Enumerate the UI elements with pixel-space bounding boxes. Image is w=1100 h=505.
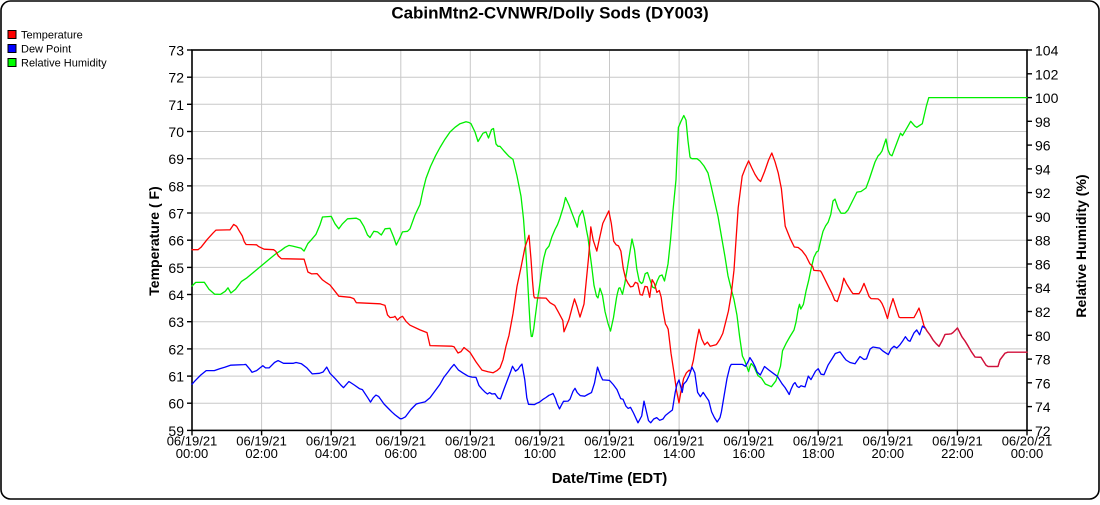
- svg-text:10:00: 10:00: [524, 446, 557, 461]
- svg-text:06/19/21: 06/19/21: [584, 434, 635, 449]
- svg-text:72: 72: [168, 70, 184, 86]
- svg-text:Date/Time (EDT): Date/Time (EDT): [552, 470, 668, 487]
- svg-text:78: 78: [1035, 352, 1051, 368]
- svg-text:88: 88: [1035, 233, 1051, 249]
- svg-text:100: 100: [1035, 90, 1059, 106]
- svg-text:06/20/21: 06/20/21: [1002, 434, 1053, 449]
- svg-text:02:00: 02:00: [245, 446, 278, 461]
- svg-text:14:00: 14:00: [663, 446, 696, 461]
- svg-text:06/19/21: 06/19/21: [306, 434, 357, 449]
- svg-text:64: 64: [168, 287, 184, 303]
- svg-text:Dew Point: Dew Point: [21, 44, 71, 56]
- svg-text:69: 69: [168, 151, 184, 167]
- svg-text:68: 68: [168, 178, 184, 194]
- svg-text:74: 74: [1035, 399, 1051, 415]
- svg-text:00:00: 00:00: [1011, 446, 1044, 461]
- svg-text:Temperature: Temperature: [21, 30, 83, 42]
- svg-text:12:00: 12:00: [593, 446, 626, 461]
- svg-text:59: 59: [168, 423, 184, 439]
- svg-text:CabinMtn2-CVNWR/Dolly Sods (DY: CabinMtn2-CVNWR/Dolly Sods (DY003): [391, 4, 708, 23]
- svg-text:18:00: 18:00: [802, 446, 835, 461]
- svg-text:06:00: 06:00: [385, 446, 418, 461]
- svg-text:08:00: 08:00: [454, 446, 487, 461]
- svg-text:90: 90: [1035, 209, 1051, 225]
- svg-text:Relative Humidity (%): Relative Humidity (%): [1073, 174, 1089, 317]
- svg-text:102: 102: [1035, 66, 1059, 82]
- svg-text:06/19/21: 06/19/21: [932, 434, 983, 449]
- svg-text:72: 72: [1035, 423, 1051, 439]
- svg-text:22:00: 22:00: [941, 446, 974, 461]
- svg-text:73: 73: [168, 43, 184, 59]
- svg-text:04:00: 04:00: [315, 446, 348, 461]
- svg-text:16:00: 16:00: [732, 446, 765, 461]
- svg-text:61: 61: [168, 369, 184, 385]
- svg-text:06/19/21: 06/19/21: [793, 434, 844, 449]
- svg-text:80: 80: [1035, 328, 1051, 344]
- svg-text:06/19/21: 06/19/21: [167, 434, 218, 449]
- svg-text:06/19/21: 06/19/21: [445, 434, 496, 449]
- svg-text:06/19/21: 06/19/21: [862, 434, 913, 449]
- svg-text:60: 60: [168, 396, 184, 412]
- svg-text:86: 86: [1035, 257, 1051, 273]
- svg-text:92: 92: [1035, 185, 1051, 201]
- svg-text:00:00: 00:00: [176, 446, 209, 461]
- svg-text:70: 70: [168, 124, 184, 140]
- svg-text:62: 62: [168, 341, 184, 357]
- svg-text:65: 65: [168, 260, 184, 276]
- svg-text:71: 71: [168, 97, 184, 113]
- svg-text:06/19/21: 06/19/21: [375, 434, 426, 449]
- svg-text:84: 84: [1035, 280, 1051, 296]
- svg-text:76: 76: [1035, 375, 1051, 391]
- svg-text:104: 104: [1035, 43, 1059, 59]
- svg-text:Relative Humidity: Relative Humidity: [21, 58, 107, 70]
- svg-text:06/19/21: 06/19/21: [236, 434, 287, 449]
- svg-text:20:00: 20:00: [872, 446, 905, 461]
- svg-text:06/19/21: 06/19/21: [723, 434, 774, 449]
- svg-text:Temperature ( F): Temperature ( F): [146, 186, 162, 295]
- svg-text:67: 67: [168, 206, 184, 222]
- svg-text:94: 94: [1035, 161, 1051, 177]
- svg-text:96: 96: [1035, 138, 1051, 154]
- svg-text:06/19/21: 06/19/21: [515, 434, 566, 449]
- svg-text:82: 82: [1035, 304, 1051, 320]
- svg-text:63: 63: [168, 314, 184, 330]
- svg-text:66: 66: [168, 233, 184, 249]
- svg-text:98: 98: [1035, 114, 1051, 130]
- svg-text:06/19/21: 06/19/21: [654, 434, 705, 449]
